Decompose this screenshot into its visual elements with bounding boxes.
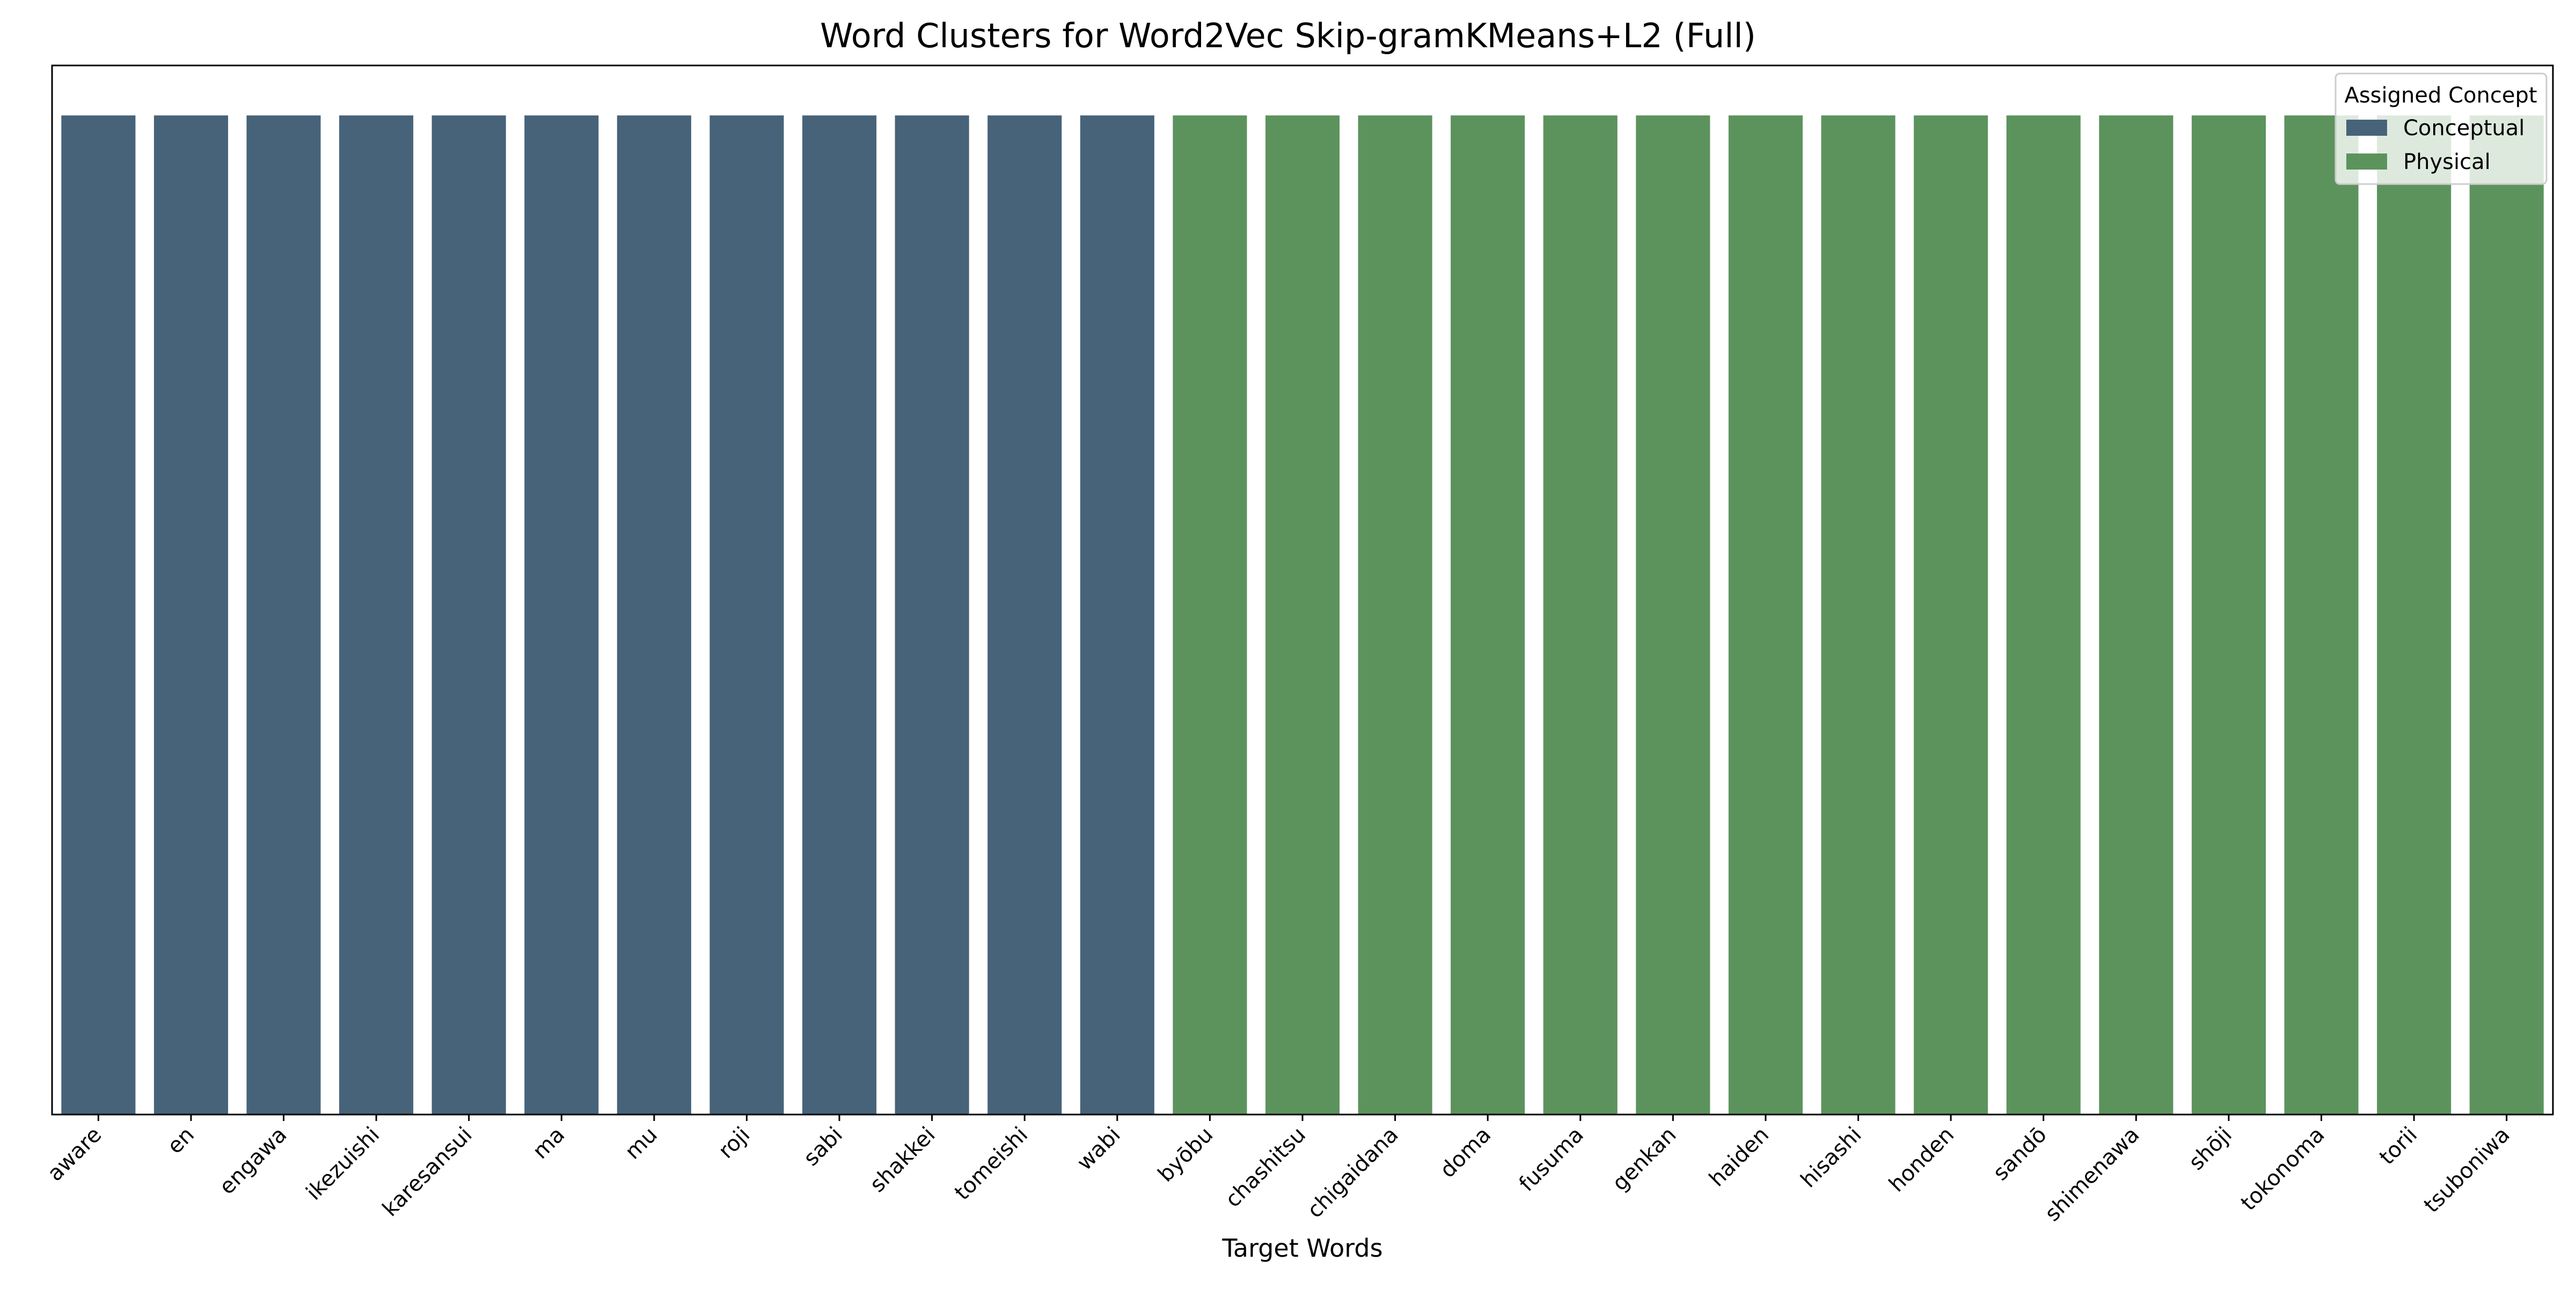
x-tick-label: tsuboniwa [2419,1123,2515,1218]
x-tick-label: engawa [215,1123,292,1200]
bar-honden [1914,115,1988,1115]
x-tick-label: ma [528,1123,569,1164]
bar-ma [524,115,599,1115]
bar-engawa [246,115,321,1115]
x-tick-label: tokonoma [2236,1123,2330,1216]
x-tick-label: shakkei [865,1123,940,1198]
bar-torii [2377,115,2451,1115]
x-tick-label: doma [1436,1123,1496,1183]
bar-tsuboniwa [2469,115,2544,1115]
bar-tokonoma [2284,115,2359,1115]
bar-chashitsu [1265,115,1340,1115]
bar-ikezuishi [339,115,414,1115]
bar-byōbu [1173,115,1247,1115]
bar-aware [61,115,136,1115]
x-tick-label: haiden [1704,1123,1774,1192]
x-tick-label: hisashi [1796,1123,1867,1193]
bar-genkan [1636,115,1710,1115]
bar-doma [1451,115,1525,1115]
legend-label-conceptual: Conceptual [2403,116,2524,141]
x-tick-label: torii [2375,1123,2422,1170]
bars-layer [61,115,2544,1115]
bar-roji [709,115,784,1115]
bar-karesansui [431,115,506,1115]
bar-sabi [802,115,877,1115]
x-tick-label: shimenawa [2040,1123,2145,1227]
x-tick-label: chigaidana [1302,1123,1403,1223]
x-tick-label: aware [43,1123,107,1186]
x-tick-label: en [163,1123,199,1159]
bar-shakkei [895,115,969,1115]
legend-swatch-conceptual [2346,120,2387,136]
x-tick-label: sandō [1988,1123,2052,1186]
legend-swatch-physical [2346,153,2387,170]
x-tick-label: genkan [1608,1123,1681,1196]
bar-fusuma [1543,115,1618,1115]
legend: Assigned Concept Conceptual Physical [2334,72,2548,185]
x-axis-label: Target Words [1221,1234,1382,1263]
bar-wabi [1080,115,1154,1115]
bar-hisashi [1821,115,1896,1115]
x-tick-label: sabi [799,1123,847,1171]
legend-label-physical: Physical [2403,150,2491,174]
x-tick-label: chashitsu [1220,1123,1311,1213]
x-tick-label: fusuma [1514,1123,1589,1197]
x-tick-label: byōbu [1153,1123,1218,1187]
bar-sandō [2006,115,2081,1115]
chart-title: Word Clusters for Word2Vec Skip-gramKMea… [820,16,1756,55]
bar-shimenawa [2099,115,2174,1115]
x-tick-label: honden [1884,1123,1959,1197]
x-tick-label: roji [714,1123,755,1164]
bar-mu [617,115,691,1115]
x-tick-label: karesansui [378,1123,477,1222]
x-tick-label: wabi [1072,1123,1125,1176]
legend-title: Assigned Concept [2344,83,2537,108]
bar-shōji [2191,115,2266,1115]
bar-chigaidana [1358,115,1432,1115]
x-tick-label: tomeishi [950,1123,1033,1205]
x-tick-label: mu [620,1123,662,1164]
x-tick-label: ikezuishi [302,1123,384,1205]
bar-en [153,115,228,1115]
legend-box [2334,72,2548,185]
bar-haiden [1728,115,1803,1115]
x-tick-label: shōji [2184,1123,2237,1175]
bar-tomeishi [987,115,1062,1115]
